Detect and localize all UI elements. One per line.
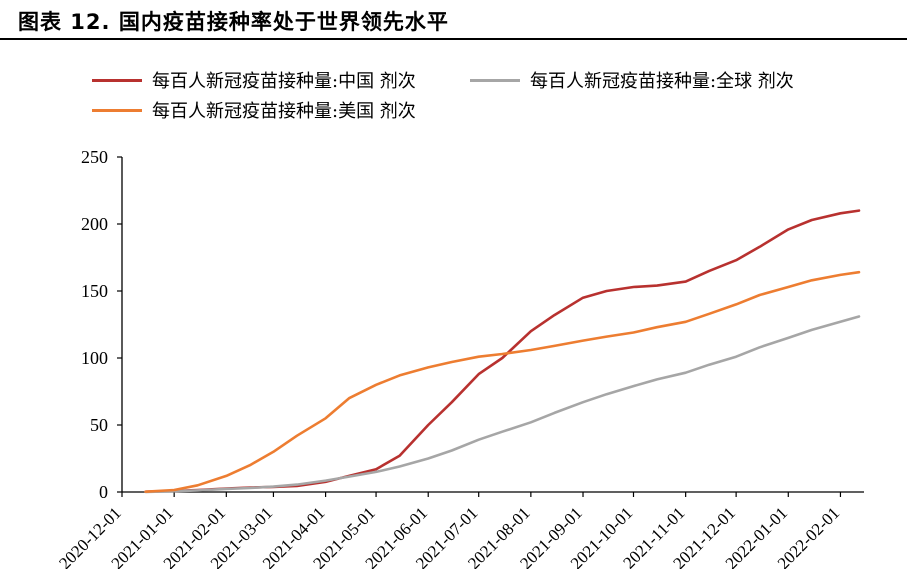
legend-label-usa: 每百人新冠疫苗接种量:美国 剂次 bbox=[152, 101, 416, 122]
series-line-usa bbox=[144, 270, 861, 494]
y-tick-label-200: 200 bbox=[81, 214, 108, 234]
legend-item-china: 每百人新冠疫苗接种量:中国 剂次 bbox=[92, 69, 416, 92]
figure-title: 图表 12. 国内疫苗接种率处于世界领先水平 bbox=[18, 10, 449, 34]
legend-label-china: 每百人新冠疫苗接种量:中国 剂次 bbox=[152, 71, 416, 92]
y-tick-label-0: 0 bbox=[99, 482, 108, 502]
legend-item-usa: 每百人新冠疫苗接种量:美国 剂次 bbox=[92, 99, 416, 122]
legend-swatch-global bbox=[470, 78, 520, 82]
legend-label-global: 每百人新冠疫苗接种量:全球 剂次 bbox=[530, 71, 794, 92]
legend-item-global: 每百人新冠疫苗接种量:全球 剂次 bbox=[470, 69, 794, 92]
figure-title-bar: 图表 12. 国内疫苗接种率处于世界领先水平 bbox=[0, 0, 907, 40]
y-tick-label-50: 50 bbox=[90, 415, 108, 435]
series-line-global bbox=[144, 315, 861, 494]
legend-swatch-china bbox=[92, 78, 142, 82]
legend-swatch-usa bbox=[92, 108, 142, 112]
y-tick-label-100: 100 bbox=[81, 348, 108, 368]
title-underline bbox=[0, 38, 907, 40]
y-tick-label-250: 250 bbox=[81, 147, 108, 167]
y-tick-label-150: 150 bbox=[81, 281, 108, 301]
